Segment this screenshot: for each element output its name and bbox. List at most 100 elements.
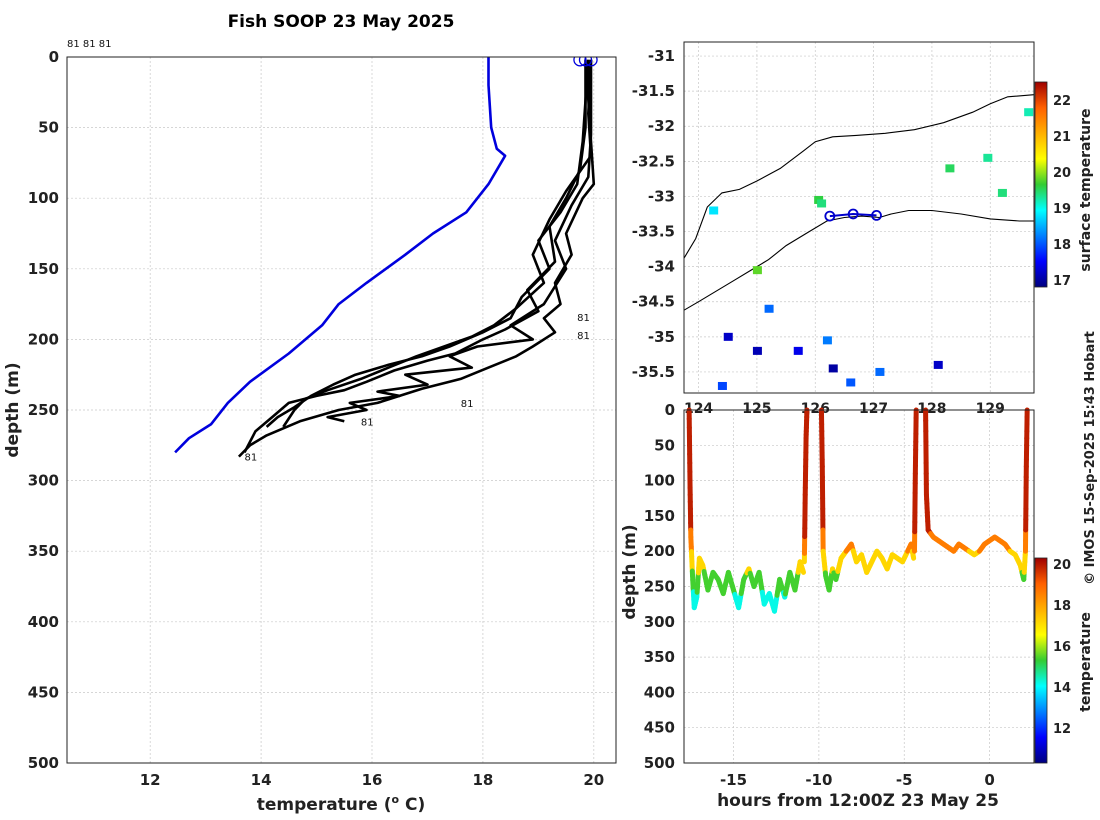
- x-tick-label: 14: [251, 771, 272, 789]
- y-tick-label: 100: [28, 189, 59, 207]
- temperature-colorbar-tick: 18: [1053, 599, 1071, 614]
- sst-pixel: [875, 367, 885, 376]
- profile-number-label: 81: [244, 453, 257, 464]
- lat-tick-label: -31.5: [632, 82, 675, 100]
- temperature-colorbar-tick: 16: [1053, 640, 1071, 655]
- copyright-note: © IMOS 15-Sep-2025 15:43 Hobart: [1083, 331, 1098, 585]
- y-tick-label: 0: [49, 48, 59, 66]
- sst-pixel: [822, 336, 832, 345]
- lat-tick-label: -34: [648, 258, 675, 276]
- sst-colorbar-tick: 17: [1053, 274, 1071, 289]
- y-tick-label: 300: [28, 472, 59, 490]
- top-annotation: 81 81 81: [67, 39, 112, 50]
- y-tick-label: 200: [28, 330, 59, 348]
- sst-colorbar-tick: 20: [1053, 166, 1071, 181]
- lon-tick-label: 128: [917, 401, 946, 417]
- sst-pixel: [817, 199, 827, 208]
- temperature-colorbar: [1034, 557, 1048, 764]
- track-point: [871, 209, 882, 221]
- temperature-colorbar-tick: 12: [1053, 722, 1071, 737]
- sst-colorbar-tick: 18: [1053, 238, 1071, 253]
- profile-number-label: 81: [461, 399, 474, 410]
- profile-4-line: [265, 59, 590, 428]
- sst-pixel: [752, 346, 762, 355]
- depth-tick-label: 500: [644, 754, 675, 772]
- depth-tick-label: 150: [644, 507, 675, 525]
- profile-number-label: 81: [577, 313, 590, 324]
- sst-pixel: [828, 364, 838, 373]
- profile-panel: Fish SOOP 23 May 2025 81 81 81 81 81 81 81 8…: [3, 12, 617, 815]
- y-tick-label: 150: [28, 260, 59, 278]
- profile-number-label: 81: [577, 331, 590, 342]
- profile-5-line: [326, 59, 593, 423]
- surface-marker: [573, 57, 587, 67]
- sst-pixel: [846, 378, 856, 387]
- depth-tick-label: 450: [644, 719, 675, 737]
- surface-marker: [584, 57, 598, 67]
- x-tick-label: 20: [583, 771, 604, 789]
- time-tick-label: -5: [896, 771, 913, 789]
- sst-colorbar-tick: 22: [1053, 94, 1071, 109]
- depth-tick-label: 350: [644, 648, 675, 666]
- time-axis-label: hours from 12:00Z 23 May 25: [717, 791, 999, 811]
- sst-pixel: [709, 206, 719, 215]
- profile-plot-frame: [66, 56, 617, 764]
- x-tick-label: 18: [472, 771, 493, 789]
- lat-tick-label: -32.5: [632, 152, 675, 170]
- section-y-axis-label: depth (m): [620, 524, 640, 619]
- x-tick-label: 12: [140, 771, 161, 789]
- time-tick-label: -15: [720, 771, 747, 789]
- section-plot-frame: [683, 409, 1035, 764]
- temperature-colorbar-tick: 14: [1053, 681, 1071, 696]
- time-tick-label: -10: [805, 771, 832, 789]
- shelf-contour: [684, 94, 1034, 259]
- x-tick-label: 16: [362, 771, 383, 789]
- x-axis-label: temperature (o C): [257, 793, 426, 815]
- lon-tick-label: 127: [859, 401, 888, 417]
- lat-tick-label: -34.5: [632, 293, 675, 311]
- sst-pixel: [752, 266, 762, 275]
- depth-tick-label: 100: [644, 472, 675, 490]
- sst-pixel: [723, 332, 733, 341]
- track-point: [824, 210, 836, 222]
- lat-tick-label: -33.5: [632, 223, 675, 241]
- depth-tick-label: 250: [644, 578, 675, 596]
- chart-title: Fish SOOP 23 May 2025: [228, 12, 455, 32]
- depth-tick-label: 50: [654, 436, 675, 454]
- sst-pixel: [997, 188, 1007, 197]
- map-panel: 124 125 126 127 128 129-31-31.5-32-32.5-33-33…: [632, 41, 1094, 417]
- depth-tick-label: 300: [644, 613, 675, 631]
- sst-pixel: [1024, 108, 1034, 117]
- lon-tick-label: 125: [742, 401, 771, 417]
- surface-marker: [578, 57, 593, 67]
- sst-pixel: [983, 153, 993, 162]
- y-tick-label: 250: [28, 401, 59, 419]
- time-tick-label: 0: [984, 771, 994, 789]
- profile-3-line: [243, 59, 587, 453]
- ship-track: [829, 212, 877, 218]
- lon-tick-label: 129: [976, 401, 1005, 417]
- y-tick-label: 350: [28, 542, 59, 560]
- y-tick-label: 500: [28, 754, 59, 772]
- sst-pixel: [933, 360, 943, 369]
- y-axis-label: depth (m): [3, 362, 23, 457]
- lat-tick-label: -35.5: [632, 363, 675, 381]
- slope-contour: [684, 209, 1034, 311]
- lat-tick-label: -35: [648, 328, 675, 346]
- sst-colorbar-tick: 19: [1053, 202, 1071, 217]
- sst-pixel: [945, 164, 955, 173]
- map-plot-frame: [683, 41, 1035, 394]
- section-panel: -15 -10 -5 0050100150200250300350400450500 …: [620, 401, 1094, 811]
- y-tick-label: 50: [38, 119, 59, 137]
- profile-1-line: [237, 59, 596, 458]
- sst-pixel: [717, 381, 727, 390]
- lat-tick-label: -32: [648, 117, 675, 135]
- temperature-colorbar-label: temperature: [1078, 612, 1094, 712]
- lat-tick-label: -31: [648, 47, 675, 65]
- y-tick-label: 450: [28, 683, 59, 701]
- y-tick-label: 400: [28, 613, 59, 631]
- temperature-colorbar-tick: 20: [1053, 558, 1071, 573]
- depth-tick-label: 0: [665, 401, 675, 419]
- sst-pixel: [793, 346, 803, 355]
